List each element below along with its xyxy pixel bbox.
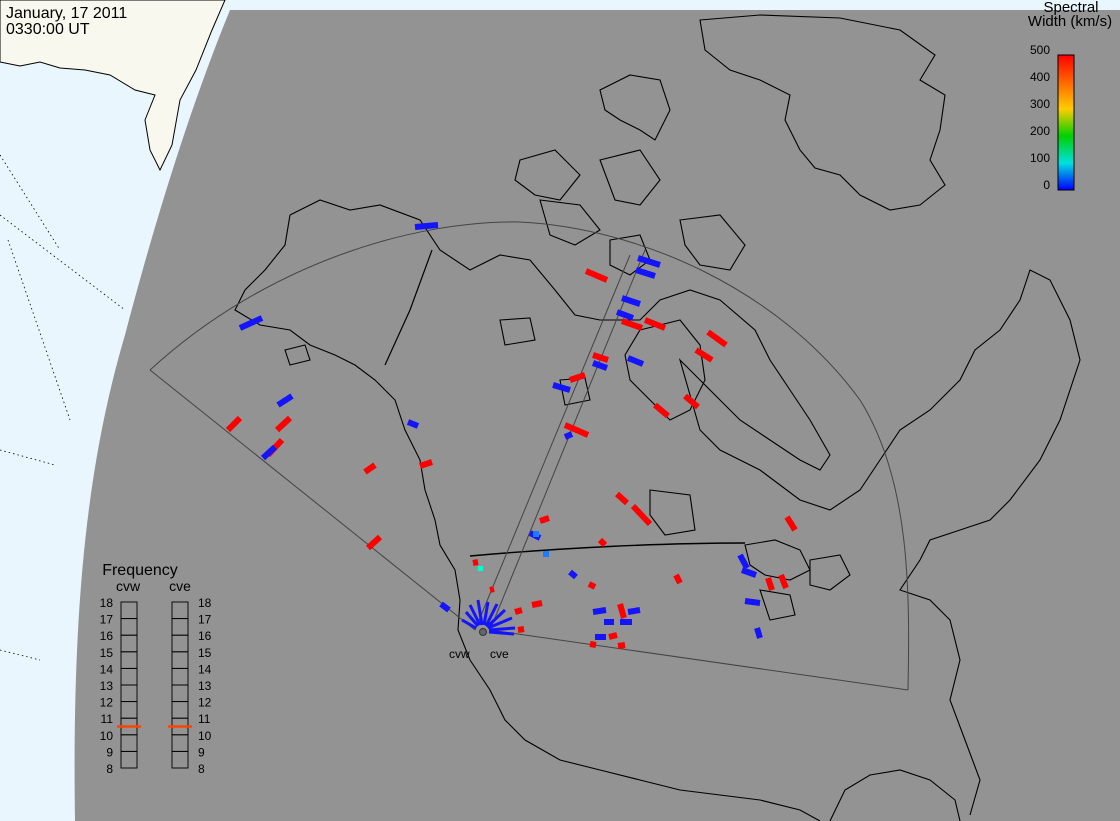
frequency-cell — [171, 750, 189, 769]
frequency-cve-label: cve — [169, 578, 191, 594]
night-shade — [74, 10, 1120, 821]
scatter-lightblue — [543, 551, 549, 557]
legend-title-line2: Width (km/s) — [1028, 13, 1112, 30]
date-label: January, 17 2011 — [6, 5, 128, 22]
coastlines — [234, 14, 1081, 821]
legend-title-line1: Spectral — [1043, 0, 1098, 16]
fov-cve-east-edge — [489, 629, 909, 691]
border-alaska — [384, 249, 433, 366]
frequency-scale-label: 16 — [100, 629, 114, 643]
timestamp: January, 17 2011 0330:00 UT — [6, 6, 127, 38]
fov-cvw-east-edge — [474, 254, 631, 631]
border — [469, 542, 746, 557]
radar-label-cvw: cvw — [449, 647, 470, 661]
frequency-scale-label: 11 — [101, 712, 114, 726]
frequency-scale-label: 18 — [100, 596, 114, 610]
frequency-scale-label: 10 — [198, 729, 212, 743]
frequency-cell — [120, 750, 138, 769]
frequency-scale-label: 18 — [198, 596, 212, 610]
legend-tick-label: 0 — [1043, 178, 1050, 192]
frequency-scale-label: 14 — [100, 662, 114, 676]
frequency-cvw-label: cvw — [116, 578, 141, 594]
time-label: 0330:00 UT — [6, 21, 90, 38]
radar-label-cve: cve — [490, 647, 509, 661]
frequency-scale-label: 9 — [106, 745, 113, 759]
frequency-scale-label: 13 — [100, 679, 114, 693]
frequency-scale-label: 8 — [106, 762, 113, 776]
frequency-scale-label: 8 — [198, 762, 205, 776]
scatter-cyan — [478, 566, 483, 571]
frequency-scale-label: 14 — [198, 662, 212, 676]
legend-tick-label: 300 — [1030, 97, 1050, 111]
frequency-title: Frequency — [102, 562, 178, 579]
frequency-scale-label: 16 — [198, 629, 212, 643]
frequency-scale-label: 11 — [198, 712, 211, 726]
legend-tick-label: 400 — [1030, 70, 1050, 84]
radar-site-marker — [479, 628, 487, 636]
frequency-scale-label: 15 — [100, 646, 114, 660]
scatter-lightblue-2 — [533, 531, 539, 537]
frequency-scale-label: 9 — [198, 745, 205, 759]
sunlit-land — [0, 0, 226, 172]
spectral-width-legend: Spectral Width (km/s) 500 400 300 200 100 0 — [1028, 0, 1112, 192]
frequency-panel: Frequency cvw cve 18 17 16 15 14 13 12 11 10 9 8 18… — [100, 562, 212, 776]
frequency-scale-label: 12 — [100, 696, 114, 710]
frequency-scale-label: 17 — [198, 613, 212, 627]
frequency-scale-label: 13 — [198, 679, 212, 693]
legend-tick-label: 100 — [1030, 151, 1050, 165]
graticule — [0, 154, 126, 661]
frequency-scale-label: 12 — [198, 696, 212, 710]
legend-tick-label: 500 — [1030, 43, 1050, 57]
scatter-near-radar — [461, 599, 516, 636]
scatter-red — [225, 268, 798, 649]
legend-tick-label: 200 — [1030, 124, 1050, 138]
frequency-scale-label: 15 — [198, 646, 212, 660]
legend-colorbar — [1057, 54, 1075, 191]
fov-cvw-west-edge — [149, 369, 476, 631]
frequency-scale-label: 17 — [100, 613, 114, 627]
frequency-scale-label: 10 — [100, 729, 114, 743]
scatter-blue — [238, 222, 763, 640]
